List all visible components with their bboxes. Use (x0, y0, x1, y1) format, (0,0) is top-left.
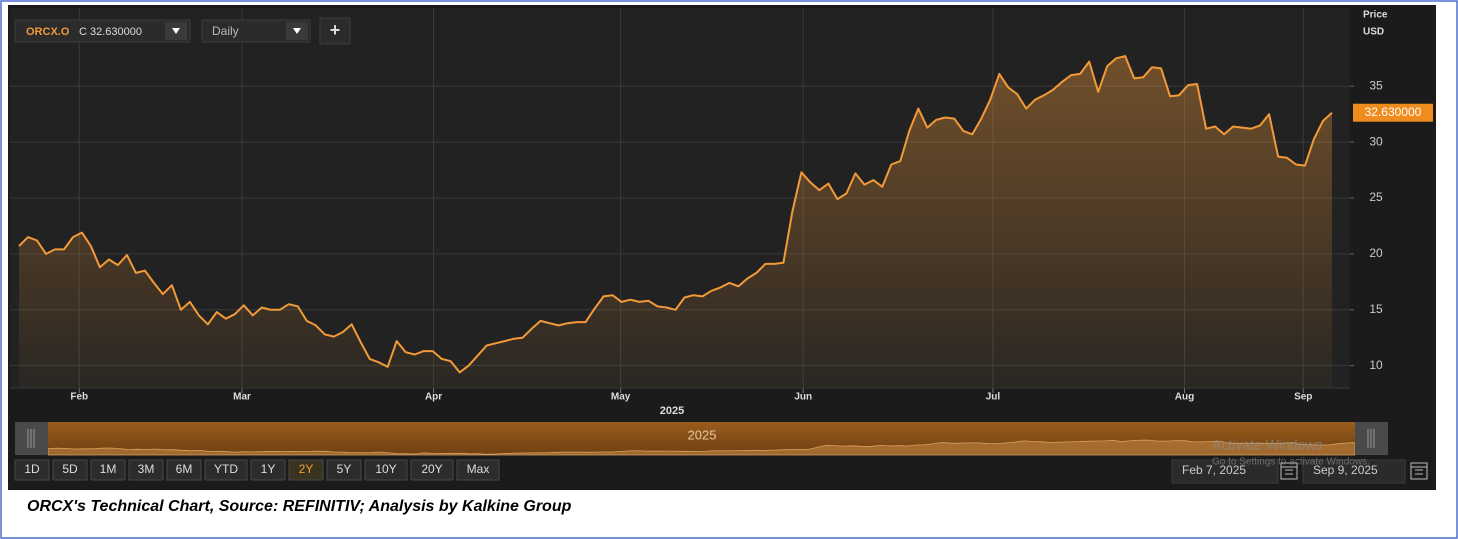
range-button[interactable] (364, 459, 408, 481)
range-button[interactable] (204, 459, 248, 481)
range-button[interactable] (410, 459, 454, 481)
x-axis-year: 2025 (660, 405, 684, 417)
range-button[interactable] (52, 459, 88, 481)
currency: USD (1363, 27, 1384, 38)
calendar-icon[interactable] (1410, 462, 1428, 480)
handle-grip (1367, 429, 1375, 448)
dropdown-arrow (172, 28, 180, 34)
range-button[interactable] (326, 459, 362, 481)
range-button-label: 3M (138, 462, 155, 476)
x-tick-label: May (611, 392, 631, 403)
x-tick-label: Jul (986, 392, 1001, 403)
last-price-label: 32.630000 (1365, 105, 1422, 119)
dropdown-arrow (293, 28, 301, 34)
calendar-icon[interactable] (1280, 462, 1298, 480)
price-axis-title: Price (1363, 10, 1388, 21)
range-buttons: 1D 5D 1M 3M 6M YTD 1Y 2Y 5Y 10Y 20Y Max (14, 459, 500, 481)
series: 32.630000 (18, 55, 1433, 388)
y-tick-label: 20 (1369, 246, 1383, 260)
x-tick-label: Mar (233, 392, 251, 403)
range-button[interactable] (250, 459, 286, 481)
navigator-year: 2025 (688, 427, 717, 442)
add-button: + (330, 20, 341, 40)
range-button-label: 1Y (261, 462, 276, 476)
end-date-box[interactable] (1302, 459, 1406, 484)
start-date-box[interactable] (1171, 459, 1279, 484)
interval: Daily (212, 24, 239, 38)
caption: ORCX's Technical Chart, Source: REFINITI… (27, 498, 572, 515)
x-tick-label: Jun (794, 392, 812, 403)
area (19, 56, 1332, 388)
x-tick-label: Sep (1294, 392, 1312, 403)
range-button[interactable] (90, 459, 126, 481)
interval-box[interactable] (201, 19, 311, 43)
navigator-area (47, 439, 1356, 456)
last-price-tag (1353, 103, 1433, 122)
calendar-lines (1281, 466, 1297, 475)
symbol: ORCX.O (26, 26, 70, 38)
handle-grip (27, 429, 35, 448)
range-button-label: 6M (176, 462, 193, 476)
range-button-label: 20Y (421, 462, 442, 476)
calendar-lines (1411, 466, 1427, 475)
range-button-label: 5Y (337, 462, 352, 476)
range-button[interactable] (456, 459, 500, 481)
range-button-label: 10Y (375, 462, 396, 476)
range-button[interactable] (128, 459, 164, 481)
range-button[interactable] (288, 459, 324, 481)
range-button-label: 1M (100, 462, 117, 476)
y-tick-label: 30 (1369, 134, 1383, 148)
range-button-label: 2Y (299, 462, 314, 476)
start-date: Feb 7, 2025 (1182, 463, 1246, 477)
watermark-text: Go to Settings to activate Windows. (1212, 457, 1370, 468)
end-date: Sep 9, 2025 (1313, 463, 1378, 477)
x-tick-label: Feb (70, 392, 88, 403)
range-button-label: 5D (62, 462, 78, 476)
add-box[interactable] (319, 17, 351, 45)
navigator-series (47, 439, 1356, 456)
range-button-label: Max (467, 462, 490, 476)
range-button[interactable] (14, 459, 50, 481)
close-label: C 32.630000 (79, 26, 142, 38)
watermark-title: Activate Windows (1212, 437, 1322, 453)
symbol-box[interactable] (14, 19, 191, 43)
x-tick-label: Apr (425, 392, 442, 403)
range-button[interactable] (166, 459, 202, 481)
x-tick-label: Aug (1175, 392, 1194, 403)
range-button-label: 1D (24, 462, 40, 476)
y-tick-label: 35 (1369, 78, 1383, 92)
price-line (18, 55, 1333, 374)
y-tick-label: 15 (1369, 302, 1383, 316)
y-tick-label: 25 (1369, 190, 1383, 204)
range-button-label: YTD (214, 462, 238, 476)
y-tick-label: 10 (1369, 358, 1383, 372)
